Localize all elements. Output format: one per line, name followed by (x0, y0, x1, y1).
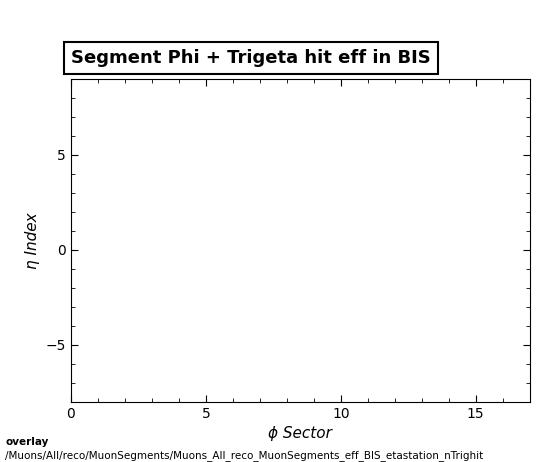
Text: Segment Phi + Trigeta hit eff in BIS: Segment Phi + Trigeta hit eff in BIS (71, 49, 431, 67)
X-axis label: ϕ Sector: ϕ Sector (269, 426, 332, 441)
Text: /Muons/All/reco/MuonSegments/Muons_All_reco_MuonSegments_eff_BIS_etastation_nTri: /Muons/All/reco/MuonSegments/Muons_All_r… (5, 450, 484, 462)
Text: overlay: overlay (5, 437, 49, 447)
Y-axis label: η Index: η Index (25, 212, 40, 268)
